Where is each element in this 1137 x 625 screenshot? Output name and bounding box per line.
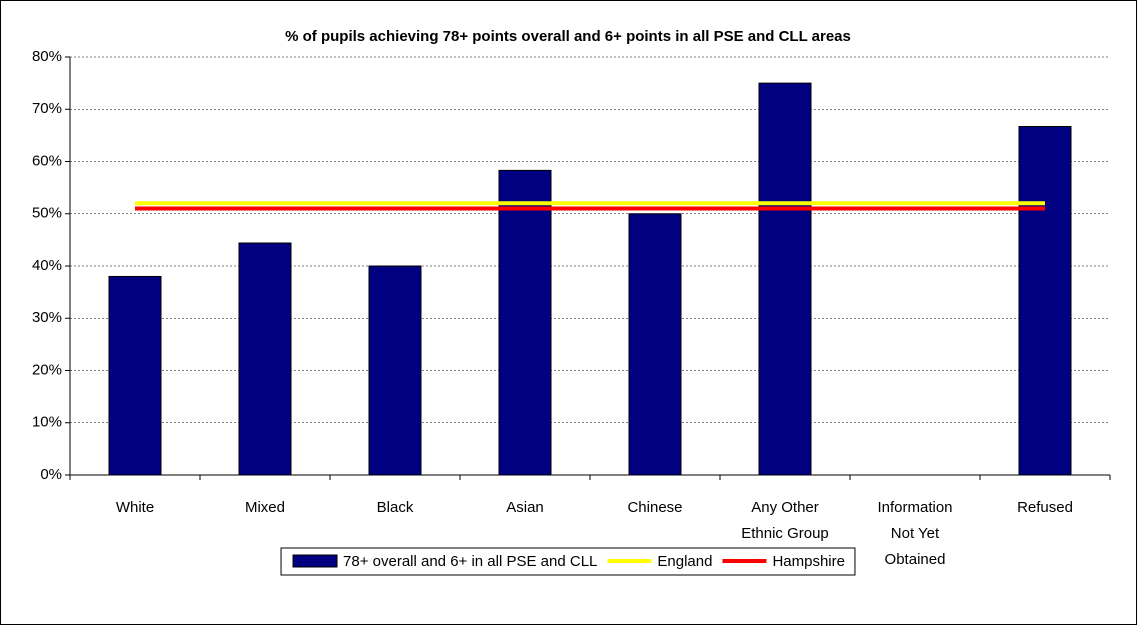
x-tick-label: White bbox=[116, 499, 154, 516]
bar bbox=[758, 82, 812, 476]
x-tick-label: Information Not Yet Obtained bbox=[877, 499, 952, 568]
legend-swatch bbox=[292, 554, 338, 568]
y-tick-label: 40% bbox=[32, 257, 62, 274]
bar bbox=[628, 213, 682, 476]
x-tick-label: Any Other Ethnic Group bbox=[741, 499, 829, 542]
x-tick-label: Mixed bbox=[245, 499, 285, 516]
bar bbox=[238, 242, 292, 476]
x-tick-label: Asian bbox=[506, 499, 544, 516]
y-tick-label: 30% bbox=[32, 309, 62, 326]
y-tick-label: 80% bbox=[32, 48, 62, 65]
legend-label: Hampshire bbox=[772, 553, 845, 570]
x-tick-label: Black bbox=[377, 499, 414, 516]
y-tick-label: 10% bbox=[32, 414, 62, 431]
x-tick-label: Chinese bbox=[627, 499, 682, 516]
y-tick-label: 60% bbox=[32, 152, 62, 169]
chart-title: % of pupils achieving 78+ points overall… bbox=[285, 28, 851, 45]
y-tick-label: 70% bbox=[32, 100, 62, 117]
bar bbox=[368, 265, 422, 476]
legend-label: 78+ overall and 6+ in all PSE and CLL bbox=[343, 553, 597, 570]
bar bbox=[498, 169, 552, 476]
y-tick-label: 0% bbox=[40, 466, 62, 483]
legend: 78+ overall and 6+ in all PSE and CLL Eng… bbox=[280, 547, 856, 576]
y-tick-label: 50% bbox=[32, 205, 62, 222]
legend-label: England bbox=[657, 553, 712, 570]
bar bbox=[1018, 125, 1072, 476]
y-tick-label: 20% bbox=[32, 361, 62, 378]
x-tick-label: Refused bbox=[1017, 499, 1073, 516]
bar bbox=[108, 275, 162, 476]
